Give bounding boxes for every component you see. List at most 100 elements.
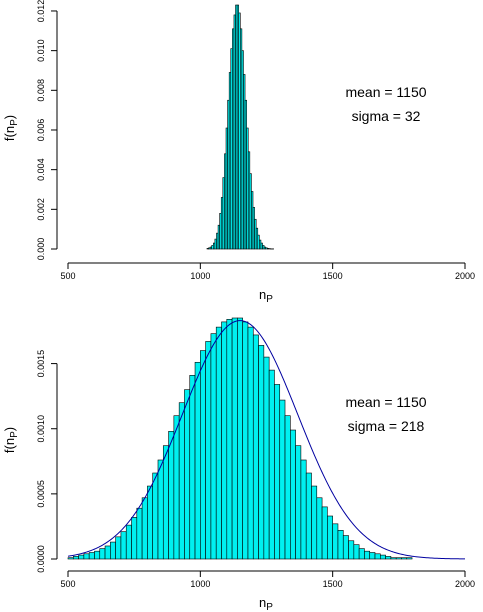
- histogram-bar: [311, 485, 318, 560]
- y-tick-label: 0.006: [36, 119, 46, 142]
- x-axis: 500 1000 1500 2000: [60, 262, 475, 281]
- histogram-bar: [348, 540, 355, 560]
- mean-annotation: mean = 1150: [345, 394, 426, 410]
- histogram-bar: [205, 341, 212, 560]
- normal-fit-curve: [67, 320, 466, 560]
- sigma-annotation: sigma = 218: [348, 418, 425, 434]
- histogram-bar: [385, 556, 392, 560]
- histogram-bar: [152, 472, 159, 560]
- y-tick-label: 0.0015: [36, 350, 46, 378]
- x-tick-label: 1500: [323, 579, 343, 589]
- histogram-bar: [83, 553, 90, 560]
- histogram-bar: [263, 356, 270, 560]
- histogram-bar: [327, 515, 333, 560]
- histogram-bar: [173, 415, 180, 560]
- x-tick-label: 500: [60, 579, 75, 589]
- histogram-bar: [364, 550, 371, 560]
- histogram-bar: [88, 552, 95, 560]
- histogram-bar: [258, 345, 265, 560]
- histogram-bar: [189, 375, 196, 560]
- histogram-bar: [157, 459, 164, 560]
- x-axis-label: nP: [259, 595, 273, 612]
- x-axis-label: nP: [259, 287, 273, 305]
- histogram-bar: [162, 445, 169, 560]
- histogram-bar: [226, 318, 233, 560]
- y-tick-label: 0.004: [36, 158, 46, 181]
- y-tick-label: 0.010: [36, 39, 46, 62]
- histogram-panel-top: 0.000 0.002 0.004 0.006 0.008 0.010 0.012 500 1…: [2, 0, 475, 305]
- histogram-bar: [110, 541, 116, 560]
- histogram-bar: [353, 544, 360, 560]
- histogram-bar: [178, 402, 185, 560]
- histogram-bar: [274, 384, 281, 560]
- y-tick-label: 0.000: [36, 238, 46, 261]
- histogram-bar: [247, 326, 254, 560]
- y-tick-label: 0.0005: [36, 480, 46, 508]
- histogram-bar: [305, 472, 312, 560]
- histogram-bar: [406, 557, 413, 560]
- y-tick-label: 0.0010: [36, 415, 46, 443]
- histogram-bar: [99, 548, 106, 560]
- histogram-bar: [115, 536, 122, 560]
- histogram-bar: [390, 557, 397, 560]
- histogram-bar: [401, 557, 408, 560]
- histogram-bar: [210, 333, 217, 560]
- y-axis: 0.0000 0.0005 0.0010 0.0015: [36, 350, 58, 573]
- bars: [206, 4, 274, 250]
- y-tick-label: 0.0000: [36, 545, 46, 573]
- histogram-bar: [290, 429, 296, 560]
- x-tick-label: 1500: [323, 271, 343, 281]
- x-tick-label: 2000: [455, 579, 475, 589]
- histogram-bar: [215, 326, 222, 560]
- histogram-bar: [237, 317, 243, 560]
- histogram-bar: [268, 369, 275, 560]
- histogram-bar: [141, 497, 148, 560]
- histogram-bar: [321, 506, 328, 560]
- histogram-bar: [380, 554, 386, 560]
- histogram-bar: [194, 361, 201, 560]
- histogram-bar: [221, 321, 228, 560]
- histogram-panel-bottom: 0.0000 0.0005 0.0010 0.0015 500 1000 1500 2000…: [2, 317, 475, 612]
- histogram-bar: [342, 535, 349, 560]
- histogram-bar: [200, 350, 206, 560]
- y-axis-label: f(nP): [2, 115, 20, 141]
- sigma-annotation: sigma = 32: [352, 108, 421, 124]
- x-tick-label: 1000: [190, 271, 210, 281]
- x-tick-label: 500: [60, 271, 75, 281]
- histogram-bar: [332, 523, 339, 560]
- histogram-bar: [300, 459, 307, 560]
- y-axis: 0.000 0.002 0.004 0.006 0.008 0.010 0.012: [36, 0, 58, 261]
- x-tick-label: 1000: [190, 579, 210, 589]
- y-tick-label: 0.002: [36, 198, 46, 221]
- histogram-bar: [284, 415, 291, 560]
- histogram-bar: [316, 497, 323, 560]
- histogram-bar: [94, 550, 101, 560]
- histogram-bar: [72, 556, 79, 560]
- histogram-bar: [67, 557, 74, 560]
- histogram-bar: [337, 530, 344, 560]
- histogram-bar: [295, 445, 302, 560]
- histogram-bar: [231, 317, 238, 560]
- histogram-bar: [374, 553, 381, 560]
- histogram-bar: [104, 545, 111, 560]
- histogram-bar: [279, 399, 286, 560]
- y-tick-label: 0.012: [36, 0, 46, 22]
- histogram-bar: [131, 517, 138, 560]
- histogram-bar: [395, 557, 402, 560]
- y-axis-label: f(nP): [2, 427, 20, 453]
- x-axis: 500 1000 1500 2000: [60, 570, 475, 589]
- histogram-bar: [120, 531, 127, 560]
- histogram-bar: [78, 554, 85, 560]
- histogram-bar: [242, 321, 249, 560]
- bars: [67, 317, 413, 560]
- x-tick-label: 2000: [455, 271, 475, 281]
- histogram-bar: [252, 334, 259, 560]
- histogram-bar: [184, 389, 191, 560]
- mean-annotation: mean = 1150: [345, 84, 426, 100]
- histogram-bar: [369, 552, 376, 560]
- histogram-bar: [136, 507, 143, 560]
- y-tick-label: 0.008: [36, 79, 46, 102]
- histogram-bar: [125, 524, 132, 560]
- histogram-bar: [168, 431, 175, 560]
